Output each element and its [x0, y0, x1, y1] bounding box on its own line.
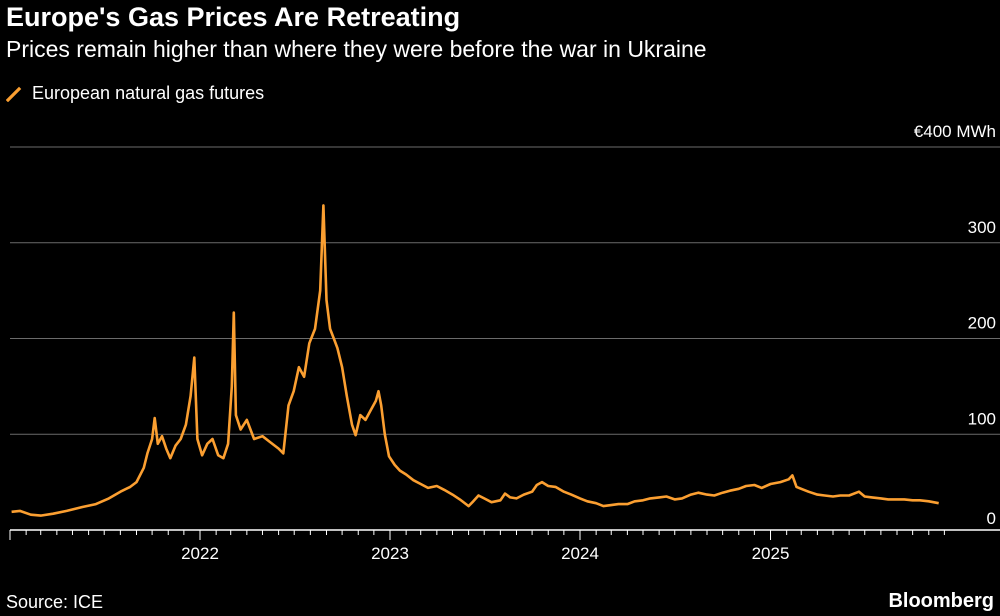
y-tick-label-300: 300 — [968, 218, 996, 237]
y-tick-label-400: €400 MWh — [914, 122, 996, 141]
series-layer — [11, 204, 939, 517]
x-tick-label-2024: 2024 — [561, 544, 599, 563]
source-note: Source: ICE — [6, 592, 104, 612]
x-tick-label-2023: 2023 — [371, 544, 409, 563]
legend-label: European natural gas futures — [32, 83, 265, 103]
x-tick-label-2025: 2025 — [752, 544, 790, 563]
chart-title: Europe's Gas Prices Are Retreating — [6, 2, 461, 32]
y-tick-label-100: 100 — [968, 409, 996, 428]
legend-line-icon — [6, 86, 22, 102]
x-axis: 2022 2023 2024 2025 — [9, 529, 1000, 563]
x-tick-label-2022: 2022 — [181, 544, 219, 563]
series-line-0 — [11, 204, 939, 517]
brand-logo: Bloomberg — [888, 590, 994, 612]
y-tick-label-200: 200 — [968, 314, 996, 333]
legend: European natural gas futures — [6, 83, 264, 104]
grid-layer: 0 100 200 300 €400 MWh — [10, 122, 1000, 528]
y-tick-label-0: 0 — [987, 509, 996, 528]
chart-subtitle: Prices remain higher than where they wer… — [6, 36, 707, 62]
